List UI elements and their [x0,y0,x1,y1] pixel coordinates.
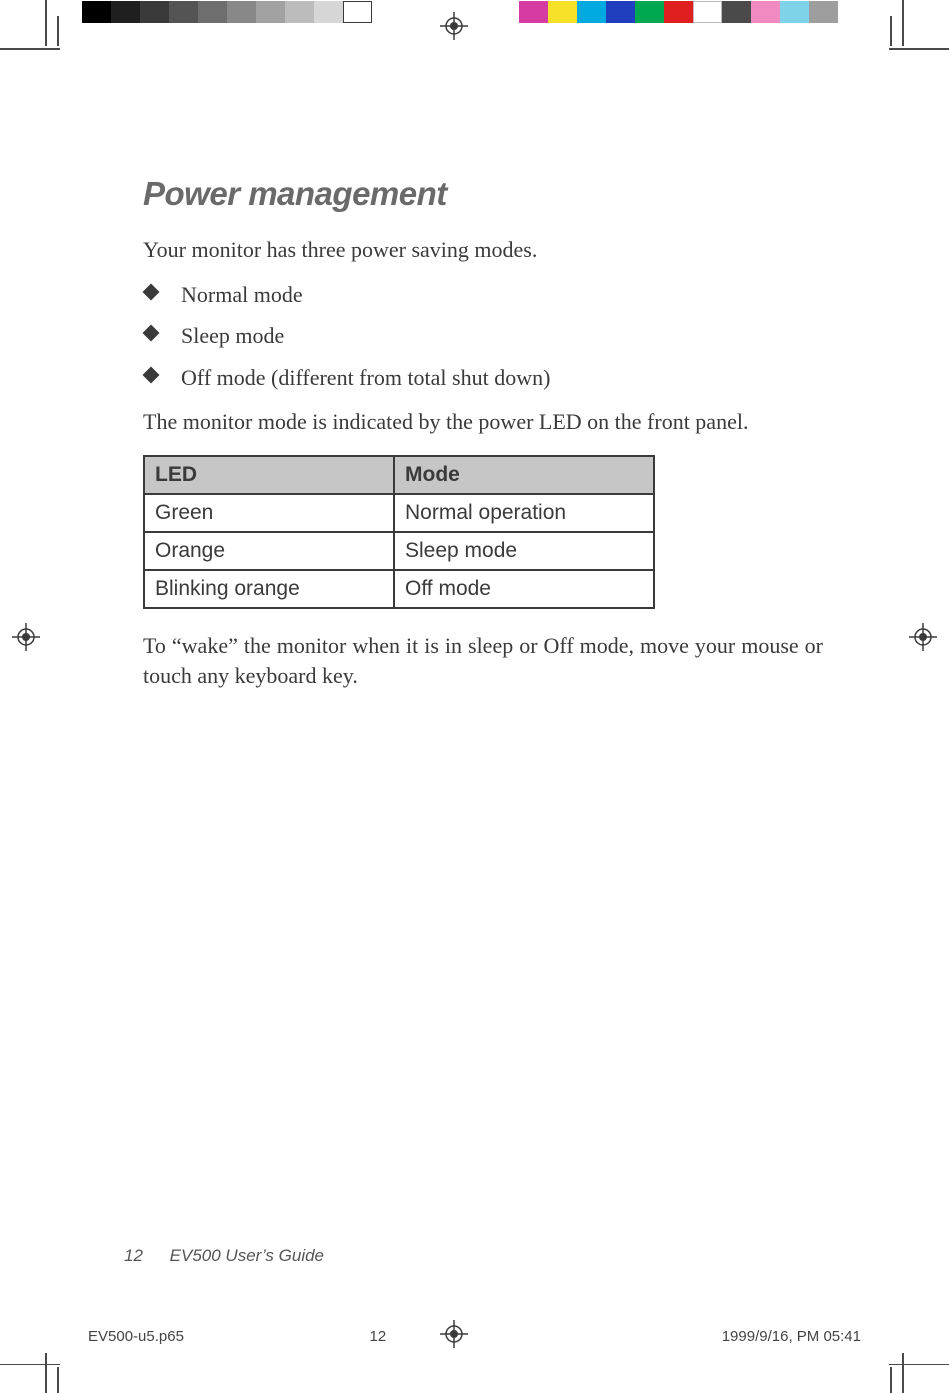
color-bar [519,1,838,23]
book-title: EV500 User’s Guide [170,1246,324,1265]
table-cell: Orange [144,532,394,570]
list-item: Sleep mode [143,322,823,350]
list-item-label: Off mode (different from total shut down… [181,365,550,390]
meta-datetime: 1999/9/16, PM 05:41 [722,1328,861,1345]
crop-line-top-right [889,48,949,50]
section-heading: Power management [143,175,823,213]
crop-mark-top-left [40,0,64,51]
list-item-label: Normal mode [181,282,303,307]
registration-mark-top [440,12,468,45]
table-row: Green Normal operation [144,494,654,532]
table-cell: Off mode [394,570,654,608]
registration-mark-left [12,623,40,656]
table-cell: Sleep mode [394,532,654,570]
page-footer: 12 EV500 User’s Guide [124,1246,324,1266]
list-item: Normal mode [143,281,823,309]
mid-paragraph: The monitor mode is indicated by the pow… [143,407,823,437]
table-header-row: LED Mode [144,456,654,494]
table-cell: Normal operation [394,494,654,532]
table-header-cell: LED [144,456,394,494]
meta-page: 12 [370,1328,387,1345]
table-row: Orange Sleep mode [144,532,654,570]
diamond-icon [143,366,160,383]
table-cell: Green [144,494,394,532]
crop-mark-bottom-left [40,1353,64,1393]
file-meta-line: EV500-u5.p65 12 1999/9/16, PM 05:41 [88,1328,861,1345]
crop-line-top-left [0,48,60,50]
crop-mark-top-right [885,0,909,51]
list-item-label: Sleep mode [181,323,284,348]
registration-mark-right [909,623,937,656]
printer-marks-top [0,0,949,50]
meta-filename: EV500-u5.p65 [88,1328,184,1345]
outro-paragraph: To “wake” the monitor when it is in slee… [143,631,823,690]
grayscale-bar [82,1,372,23]
modes-list: Normal mode Sleep mode Off mode (differe… [143,281,823,392]
list-item: Off mode (different from total shut down… [143,364,823,392]
table-row: Blinking orange Off mode [144,570,654,608]
table-cell: Blinking orange [144,570,394,608]
diamond-icon [143,283,160,300]
page-content: Power management Your monitor has three … [143,175,823,706]
intro-paragraph: Your monitor has three power saving mode… [143,235,823,265]
led-mode-table: LED Mode Green Normal operation Orange S… [143,455,655,609]
table-header-cell: Mode [394,456,654,494]
diamond-icon [143,325,160,342]
crop-mark-bottom-right [885,1353,909,1393]
page-number: 12 [124,1246,143,1265]
